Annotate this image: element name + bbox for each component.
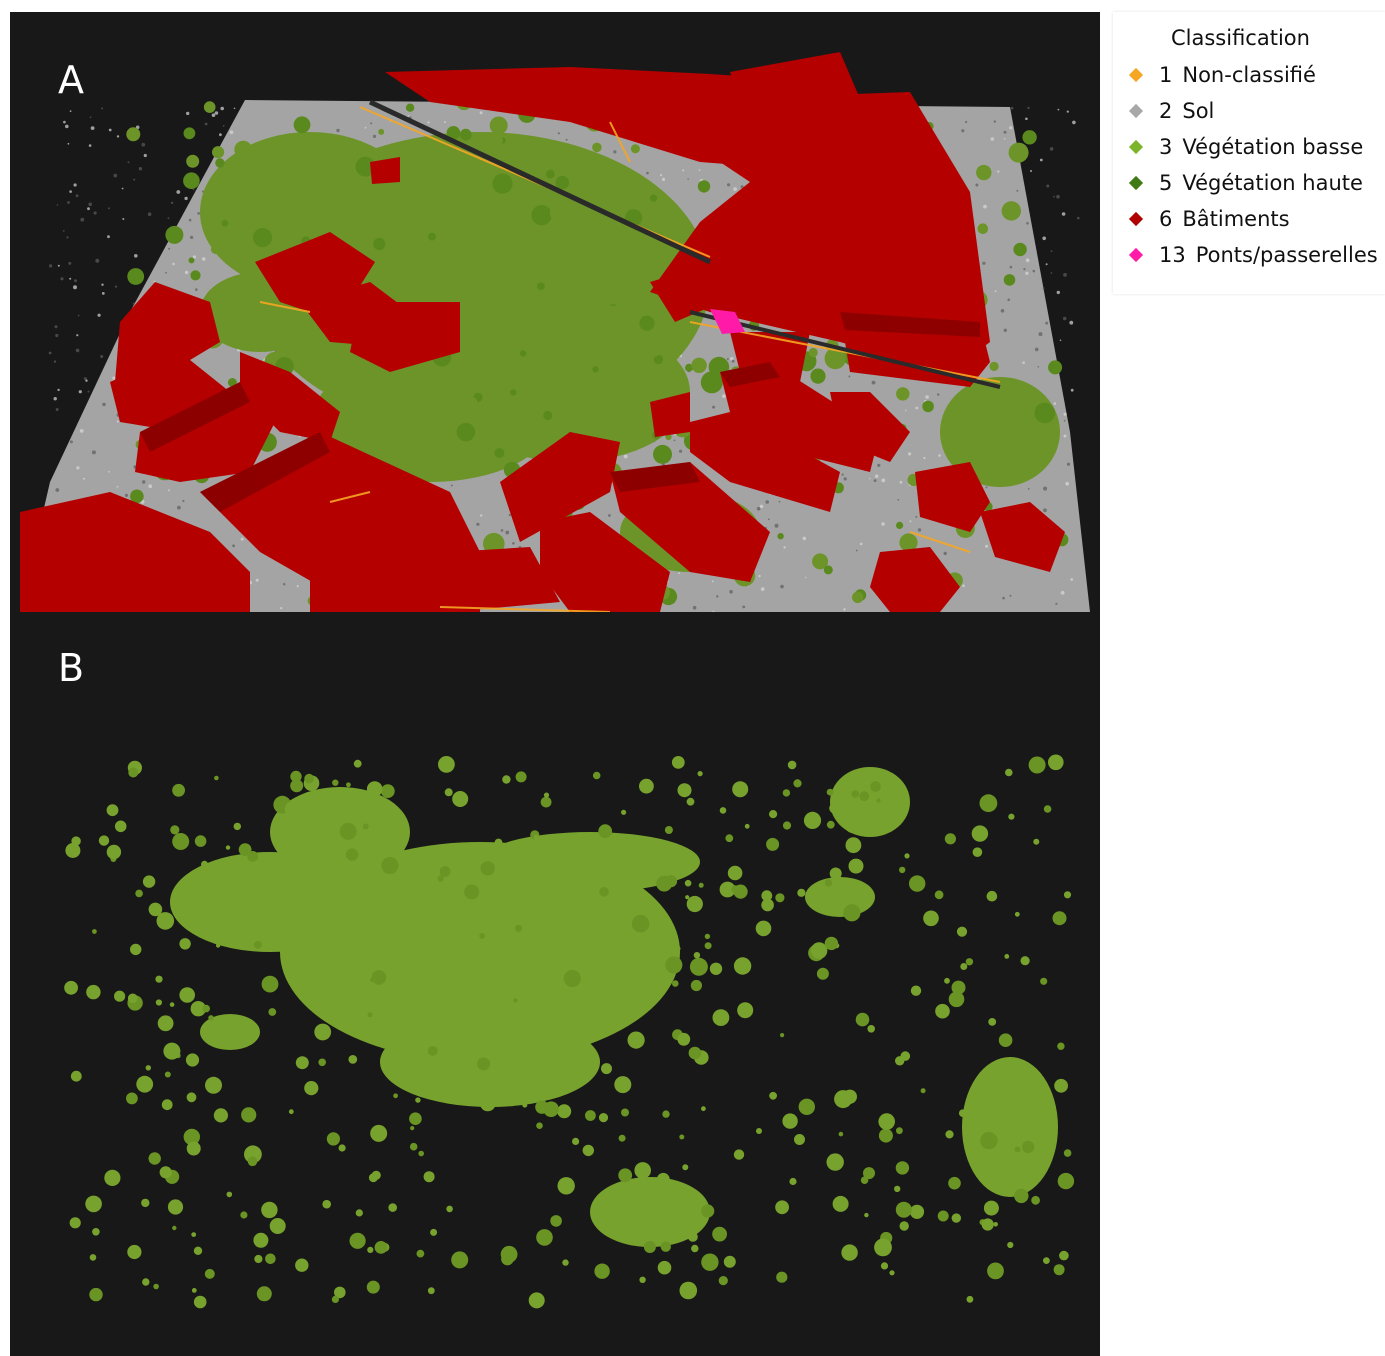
legend-diamond-icon (1128, 247, 1144, 263)
panel-b-label: B (58, 646, 85, 690)
legend-item-label: Végétation haute (1182, 171, 1363, 195)
legend-item-label: Ponts/passerelles (1195, 243, 1378, 267)
panel-a-label: A (58, 58, 84, 102)
legend-item-code: 3 (1159, 135, 1173, 159)
legend-item-label: Bâtiments (1182, 207, 1290, 231)
legend-item: 1 Non-classifié (1128, 60, 1316, 90)
point-cloud-scene-a (20, 52, 1090, 612)
legend-item: 13 Ponts/passerelles (1128, 240, 1378, 270)
legend-title: Classification (1171, 26, 1310, 50)
rail-corridor (368, 99, 712, 265)
panel-b-vegetation-extraction: B (10, 612, 1100, 1356)
legend-diamond-icon (1128, 211, 1144, 227)
legend-item-label: Végétation basse (1182, 135, 1364, 159)
legend-item-code: 2 (1159, 99, 1173, 123)
bridge-footbridge (710, 309, 745, 334)
legend-item: 2 Sol (1128, 96, 1215, 126)
legend-item: 3 Végétation basse (1128, 132, 1364, 162)
legend-diamond-icon (1128, 67, 1144, 83)
legend-item-code: 5 (1159, 171, 1173, 195)
legend-diamond-icon (1128, 139, 1144, 155)
vegetation-tree-crowns (64, 754, 1075, 1309)
point-cloud-scene-b (64, 754, 1075, 1309)
legend-item-code: 6 (1159, 207, 1173, 231)
panel-a-classified-point-cloud: A (10, 12, 1100, 612)
legend-item-code: 13 (1159, 243, 1186, 267)
legend-diamond-icon (1128, 103, 1144, 119)
legend-item-code: 1 (1159, 63, 1173, 87)
classification-legend: Classification 1 Non-classifié 2 Sol 3 Végéta… (1113, 12, 1385, 294)
building-shadows (140, 312, 980, 512)
legend-item-label: Sol (1182, 99, 1215, 123)
legend-diamond-icon (1128, 175, 1144, 191)
legend-item: 6 Bâtiments (1128, 204, 1290, 234)
vegetation-mass (170, 767, 1058, 1247)
legend-item-label: Non-classifié (1182, 63, 1316, 87)
legend-item: 5 Végétation haute (1128, 168, 1363, 198)
